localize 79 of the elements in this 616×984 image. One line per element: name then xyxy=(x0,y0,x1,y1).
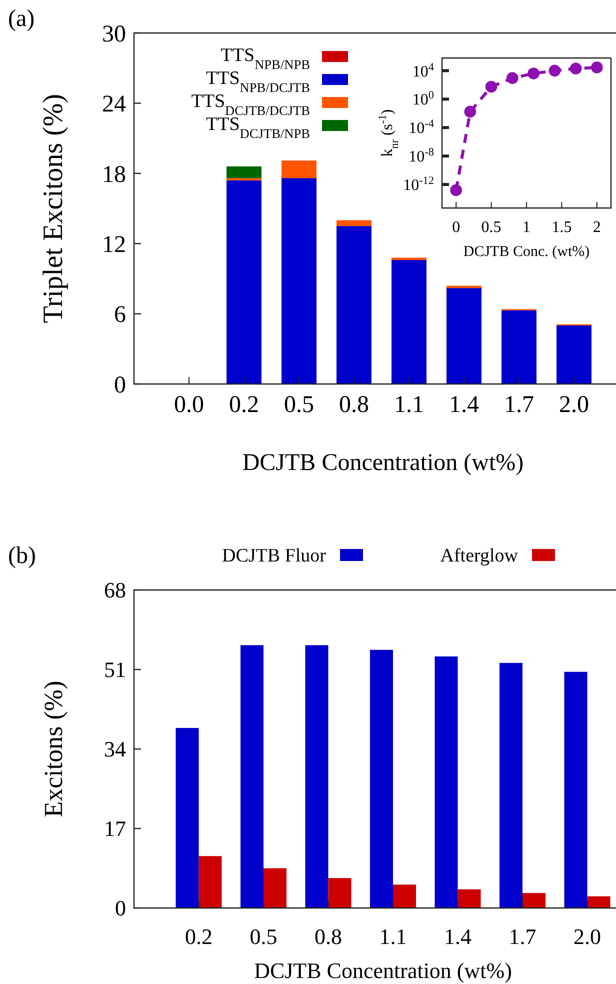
x-tick-label: 2 xyxy=(592,219,601,236)
x-axis-title: DCJTB Concentration (wt%) xyxy=(254,958,512,983)
point xyxy=(450,184,462,196)
y-tick-label: 24 xyxy=(102,92,126,118)
point xyxy=(485,80,498,93)
chart-title: (a) xyxy=(8,6,35,32)
y-tick-label: 17 xyxy=(104,816,126,842)
y-axis-title: Triplet Excitons (%) xyxy=(38,94,69,324)
bar xyxy=(305,645,328,908)
y-tick-label: 10$^{-8}$ xyxy=(408,146,434,166)
point xyxy=(591,62,603,74)
bar xyxy=(556,326,592,384)
y-tick-label: 6 xyxy=(114,302,126,328)
bar xyxy=(564,672,588,908)
y-tick-label: 30 xyxy=(102,21,126,48)
y-tick-label: 51 xyxy=(104,657,126,682)
bar xyxy=(587,896,610,908)
y-tick-label: 34 xyxy=(104,736,126,762)
x-tick-label: 1 xyxy=(522,219,530,236)
x-tick-label: 1.4 xyxy=(449,392,479,418)
bar xyxy=(336,220,372,226)
point xyxy=(528,68,540,80)
chart-title: (b) xyxy=(8,543,36,569)
point xyxy=(464,106,476,118)
legend-label: Afterglow xyxy=(440,546,518,567)
x-tick-label: 0.5 xyxy=(250,924,278,949)
bar xyxy=(282,160,316,178)
y-axis-title: Excitons (%) xyxy=(39,680,68,818)
y-tick-label: 68 xyxy=(104,578,126,603)
x-tick-label: 0.8 xyxy=(339,392,369,418)
x-tick-label: 1.1 xyxy=(379,924,407,949)
y-tick-label: 18 xyxy=(102,162,126,188)
y-tick-label: 10$^{4}$ xyxy=(412,61,434,80)
point xyxy=(506,72,518,84)
bar xyxy=(176,728,199,908)
bar xyxy=(446,286,482,288)
bar xyxy=(264,868,286,908)
y-tick-label: 0 xyxy=(114,372,126,398)
x-tick-label: 0.8 xyxy=(314,924,342,949)
bar xyxy=(458,889,481,908)
bar xyxy=(240,645,264,908)
bar xyxy=(522,893,546,908)
bar xyxy=(434,656,458,908)
x-tick-label: 2.0 xyxy=(574,924,601,949)
x-tick-label: 0.5 xyxy=(284,392,314,418)
y-tick-label: 0 xyxy=(115,896,126,921)
bar xyxy=(446,288,482,384)
x-tick-label: 1.7 xyxy=(504,392,534,418)
x-tick-label: 1.4 xyxy=(444,924,472,949)
x-tick-label: 0 xyxy=(452,219,460,236)
bar xyxy=(392,260,426,384)
x-axis-title: DCJTB Concentration (wt%) xyxy=(242,450,524,476)
bar xyxy=(502,310,536,384)
x-axis-title: DCJTB Conc. (wt%) xyxy=(463,244,590,260)
x-tick-label: 0.2 xyxy=(185,924,212,949)
x-tick-label: 0.0 xyxy=(174,392,204,418)
bar xyxy=(226,180,262,384)
bar xyxy=(336,226,372,384)
bar xyxy=(226,166,262,178)
x-tick-label: 0.2 xyxy=(229,392,259,418)
y-tick-label: 10$^{0}$ xyxy=(412,90,434,109)
y-tick-label: 12 xyxy=(102,232,126,258)
y-tick-label: 10$^{-12}$ xyxy=(403,175,434,194)
bar xyxy=(328,878,352,908)
x-tick-label: 1.5 xyxy=(552,219,572,236)
y-tick-label: 10$^{-4}$ xyxy=(408,118,434,138)
bar xyxy=(393,884,416,908)
point xyxy=(548,64,561,77)
x-tick-label: 2.0 xyxy=(559,392,589,418)
bar xyxy=(500,662,522,908)
x-tick-label: 0.5 xyxy=(481,219,502,236)
legend-label: TTS$_{NPB/NPB}$ xyxy=(220,44,310,72)
legend-label: DCJTB Fluor xyxy=(222,546,327,567)
x-tick-label: 1.1 xyxy=(394,392,424,418)
bar xyxy=(198,856,222,908)
bar xyxy=(282,178,316,384)
x-tick-label: 1.7 xyxy=(508,924,536,949)
bar xyxy=(370,650,393,908)
point xyxy=(570,62,582,74)
